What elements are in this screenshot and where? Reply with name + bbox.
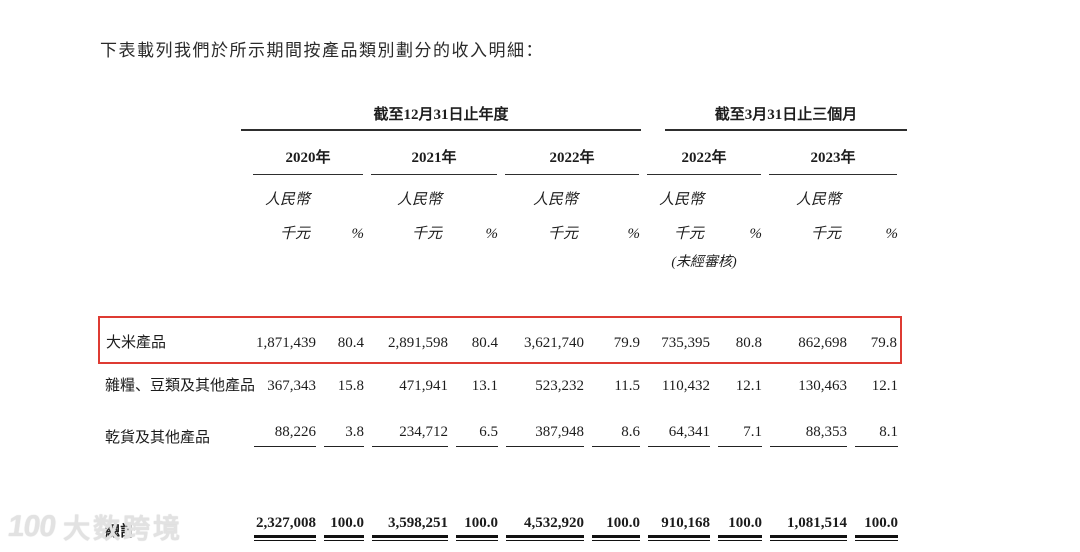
currency-header-row: 人民幣 人民幣 人民幣 人民幣 人民幣 xyxy=(99,175,901,209)
total-pct-cell: 100.0 xyxy=(592,515,641,538)
value-cell: 367,343 xyxy=(267,378,316,394)
pct-cell: 8.1 xyxy=(855,424,899,447)
value-cell: 735,395 xyxy=(643,316,714,364)
total-value-cell: 910,168 xyxy=(648,515,711,538)
row-label: 大米產品 xyxy=(98,316,249,364)
pct-cell: 80.8 xyxy=(713,316,766,364)
pct-cell: 12.1 xyxy=(735,378,763,394)
year-header-2020: 2020年 xyxy=(253,146,363,175)
value-cell: 88,226 xyxy=(254,424,316,447)
value-cell: 1,871,439 xyxy=(249,316,319,364)
table-row-mixed-grains: 雜糧、豆類及其他產品 367,343 15.8 471,941 13.1 523… xyxy=(99,363,901,403)
pct-cell: 79.9 xyxy=(587,316,644,364)
unit-label: 千元 xyxy=(411,226,442,242)
percent-label: % xyxy=(627,226,641,242)
group-header-quarter-cell: 截至3月31日止三個月 xyxy=(643,101,908,131)
total-pct-cell: 100.0 xyxy=(718,515,763,538)
group-header-annual-cell: 截至12月31日止年度 xyxy=(241,101,643,131)
value-cell: 64,341 xyxy=(648,424,711,447)
pct-cell: 13.1 xyxy=(471,378,498,394)
total-value-cell: 1,081,514 xyxy=(770,515,848,538)
pct-cell: 80.4 xyxy=(319,316,367,364)
empty-cell xyxy=(99,209,249,243)
watermark: 100 大数跨境 xyxy=(5,507,184,546)
value-cell: 130,463 xyxy=(798,378,848,394)
unit-label: 千元 xyxy=(811,226,842,242)
unit-label: 千元 xyxy=(279,226,310,242)
value-cell: 471,941 xyxy=(399,378,448,394)
value-cell: 3,621,740 xyxy=(501,316,587,364)
empty-cell xyxy=(99,175,249,209)
currency-label: 人民幣 xyxy=(796,192,842,208)
pct-cell: 11.5 xyxy=(614,378,641,394)
pct-cell: 3.8 xyxy=(324,424,364,447)
total-value-cell: 3,598,251 xyxy=(372,515,448,538)
unit-header-row: 千元% 千元% 千元% 千元% 千元% xyxy=(99,209,901,243)
pct-cell: 80.4 xyxy=(451,316,501,364)
row-label: 雜糧、豆類及其他產品 xyxy=(105,378,256,394)
empty-cell xyxy=(99,243,249,281)
percent-label: % xyxy=(351,226,365,242)
table-row-dried-goods: 乾貨及其他產品 88,226 3.8 234,712 6.5 387,948 8… xyxy=(99,403,901,447)
total-pct-cell: 100.0 xyxy=(324,515,364,538)
unit-label: 千元 xyxy=(674,226,705,242)
total-value-cell: 2,327,008 xyxy=(254,515,316,538)
currency-label: 人民幣 xyxy=(659,192,705,208)
empty-cell xyxy=(99,101,249,131)
pct-cell: 7.1 xyxy=(718,424,763,447)
group-header-quarter: 截至3月31日止三個月 xyxy=(665,103,908,131)
currency-label: 人民幣 xyxy=(396,192,442,208)
row-label: 乾貨及其他產品 xyxy=(105,430,211,446)
year-header-2022-q1: 2022年 xyxy=(647,146,762,175)
percent-label: % xyxy=(885,226,899,242)
value-cell: 387,948 xyxy=(506,424,584,447)
total-row: 總計 2,327,008 100.0 3,598,251 100.0 4,532… xyxy=(99,495,901,541)
pct-cell: 6.5 xyxy=(456,424,498,447)
percent-label: % xyxy=(485,226,499,242)
total-pct-cell: 100.0 xyxy=(855,515,899,538)
pct-cell: 15.8 xyxy=(337,378,364,394)
value-cell: 88,353 xyxy=(770,424,848,447)
value-cell: 862,698 xyxy=(765,316,851,364)
group-header-annual: 截至12月31日止年度 xyxy=(241,103,642,131)
spacer-row xyxy=(99,281,901,317)
revenue-by-product-table: 截至12月31日止年度 截至3月31日止三個月 2020年 2021年 2022… xyxy=(98,101,908,541)
value-cell: 2,891,598 xyxy=(367,316,451,364)
empty-cell xyxy=(99,131,249,175)
unit-label: 千元 xyxy=(547,226,578,242)
currency-label: 人民幣 xyxy=(264,192,310,208)
unaudited-note: (未經審核) xyxy=(671,255,737,270)
spacer-row xyxy=(99,447,901,495)
highlighted-row-rice-products: 大米產品 1,871,439 80.4 2,891,598 80.4 3,621… xyxy=(98,316,903,364)
year-header-2021: 2021年 xyxy=(371,146,497,175)
total-value-cell: 4,532,920 xyxy=(506,515,584,538)
unaudited-note-row: (未經審核) xyxy=(99,243,901,281)
pct-cell: 12.1 xyxy=(871,378,899,394)
year-header-row: 2020年 2021年 2022年 2022年 2023年 xyxy=(99,131,901,175)
page-title: 下表載列我們於所示期間按產品類別劃分的收入明細： xyxy=(100,41,544,60)
percent-label: % xyxy=(749,226,763,242)
watermark-logo-icon: 100 xyxy=(5,509,58,543)
year-header-2022: 2022年 xyxy=(505,146,640,175)
watermark-text: 大数跨境 xyxy=(63,514,184,544)
pct-cell: 79.8 xyxy=(850,316,903,364)
value-cell: 234,712 xyxy=(372,424,448,447)
value-cell: 110,432 xyxy=(661,378,711,394)
total-label: 總計 xyxy=(105,524,136,540)
total-pct-cell: 100.0 xyxy=(456,515,498,538)
period-group-header-row: 截至12月31日止年度 截至3月31日止三個月 xyxy=(99,101,908,131)
value-cell: 523,232 xyxy=(535,378,584,394)
pct-cell: 8.6 xyxy=(592,424,641,447)
year-header-2023-q1: 2023年 xyxy=(769,146,898,175)
currency-label: 人民幣 xyxy=(532,192,578,208)
